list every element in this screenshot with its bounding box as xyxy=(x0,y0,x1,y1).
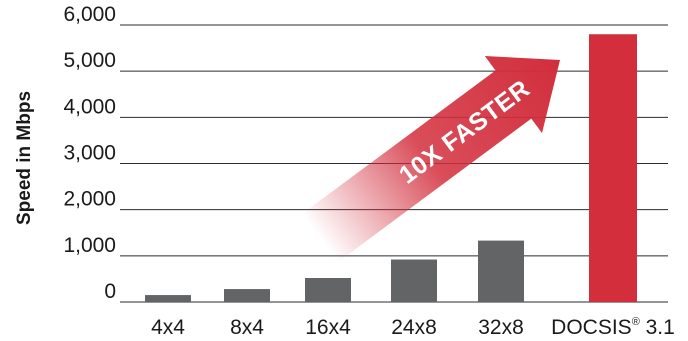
faster-arrow: 10X FASTER xyxy=(302,56,560,263)
y-axis-label: Speed in Mbps xyxy=(14,91,35,225)
y-tick-label: 4,000 xyxy=(63,95,116,118)
x-tick-label: 8x4 xyxy=(230,316,264,339)
x-tick-label: 16x4 xyxy=(305,316,351,339)
y-tick-label: 1,000 xyxy=(63,234,116,257)
y-axis-ticks: 0 1,000 2,000 3,000 4,000 5,000 6,000 xyxy=(63,3,116,303)
bar-24x8 xyxy=(391,259,437,302)
x-tick-label: 4x4 xyxy=(151,316,185,339)
y-tick-label: 0 xyxy=(104,280,116,303)
x-tick-label: 32x8 xyxy=(478,316,524,339)
x-tick-label: 24x8 xyxy=(391,316,437,339)
y-tick-label: 6,000 xyxy=(63,3,116,26)
bars xyxy=(145,34,637,302)
arrow-shape xyxy=(302,56,560,263)
x-tick-label: DOCSIS® 3.1 xyxy=(551,316,675,339)
bar-8x4 xyxy=(224,289,270,302)
y-tick-label: 3,000 xyxy=(63,142,116,165)
y-tick-label: 2,000 xyxy=(63,188,116,211)
bar-4x4 xyxy=(145,295,191,302)
bar-32x8 xyxy=(478,240,524,302)
bar-16x4 xyxy=(305,277,351,302)
bar-docsis-3-1 xyxy=(589,34,637,302)
y-tick-label: 5,000 xyxy=(63,49,116,72)
x-axis-ticks: 4x4 8x4 16x4 24x8 32x8 DOCSIS® 3.1 xyxy=(151,316,675,339)
